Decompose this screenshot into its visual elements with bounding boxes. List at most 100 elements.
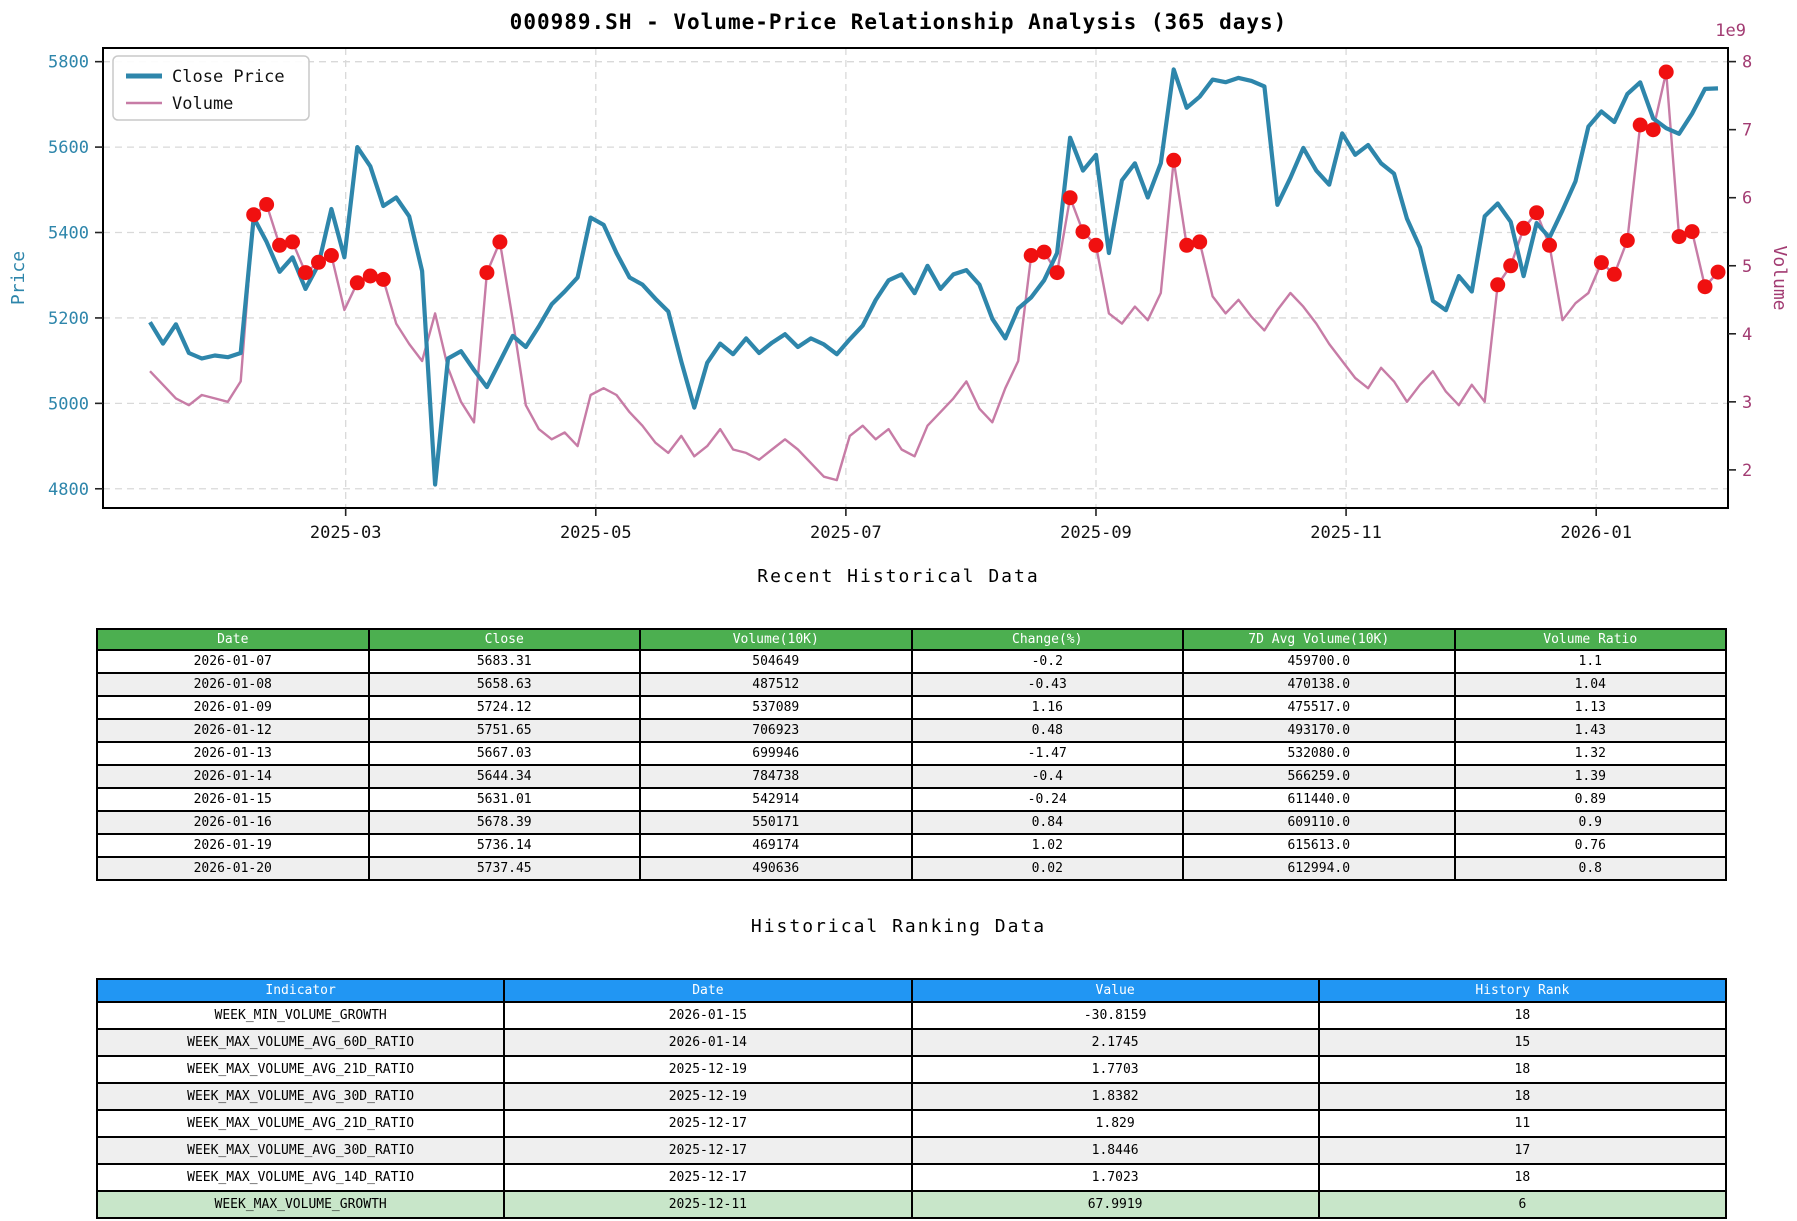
volume-spike-dot — [349, 275, 365, 291]
price-line — [148, 67, 1719, 487]
svg-text:5000: 5000 — [48, 394, 89, 414]
recent-table-body: 2026-01-07 5683.31 504649 -0.2 459700.0 1.1 20… — [96, 649, 1727, 881]
svg-text:7: 7 — [1742, 121, 1752, 141]
svg-text:2026-01: 2026-01 — [1560, 523, 1632, 543]
table-cell: 2026-01-15 — [96, 787, 370, 812]
table-cell: 18 — [1317, 1001, 1728, 1030]
table-cell: 18 — [1317, 1163, 1728, 1192]
volume-spike-dot — [1684, 224, 1700, 240]
svg-text:2025-11: 2025-11 — [1310, 523, 1382, 543]
table-row: WEEK_MAX_VOLUME_AVG_30D_RATIO 2025-12-19 1… — [95, 1082, 1728, 1111]
table-row: WEEK_MAX_VOLUME_AVG_60D_RATIO 2026-01-14 2… — [95, 1028, 1728, 1057]
table-cell: 18 — [1317, 1082, 1728, 1111]
volume-spike-dot — [1606, 266, 1622, 282]
table-row: 2026-01-19 5736.14 469174 1.02 615613.0 0.76 — [96, 833, 1727, 858]
volume-spike-dot — [285, 234, 300, 250]
table-cell: 699946 — [639, 741, 913, 766]
column-header: History Rank — [1317, 978, 1728, 1003]
table-cell: 566259.0 — [1182, 764, 1456, 789]
ranking-data-heading: Historical Ranking Data — [750, 916, 1047, 937]
ranking-table-body: WEEK_MIN_VOLUME_GROWTH 2026-01-15 -30.8159… — [95, 1001, 1728, 1219]
table-cell: 611440.0 — [1182, 787, 1456, 812]
ranking-table-header: Indicator Date Value History Rank — [95, 978, 1728, 1003]
table-cell: WEEK_MIN_VOLUME_GROWTH — [95, 1001, 506, 1030]
table-cell: WEEK_MAX_VOLUME_AVG_14D_RATIO — [95, 1163, 506, 1192]
table-cell: -1.47 — [910, 741, 1184, 766]
table-cell: 537089 — [639, 695, 913, 720]
volume-spike-dot — [1542, 237, 1557, 253]
table-cell: 487512 — [639, 672, 913, 697]
table-cell: 2026-01-19 — [96, 833, 370, 858]
table-cell: 5644.34 — [367, 764, 641, 789]
table-cell: 15 — [1317, 1028, 1728, 1057]
svg-text:3: 3 — [1742, 393, 1752, 413]
table-row: 2026-01-08 5658.63 487512 -0.43 470138.0 1.04 — [96, 672, 1727, 697]
table-cell: -0.43 — [910, 672, 1184, 697]
volume-spike-dot — [1593, 255, 1609, 271]
table-cell: 2025-12-19 — [503, 1055, 913, 1084]
plot-border — [102, 47, 1729, 509]
table-cell: 2026-01-14 — [503, 1028, 913, 1057]
table-cell: 2026-01-07 — [96, 649, 370, 674]
chart-legend: Close Price Volume — [112, 55, 310, 121]
table-cell: 0.84 — [910, 810, 1184, 835]
table-cell: WEEK_MAX_VOLUME_AVG_60D_RATIO — [95, 1028, 506, 1057]
table-cell: 459700.0 — [1182, 649, 1456, 674]
volume-price-chart: 5800 5600 5400 5200 5000 4800 Price 8 7 6 5 4 3 2 1e9 V… — [8, 21, 1790, 543]
table-row: 2026-01-13 5667.03 699946 -1.47 532080.0 1.32 — [96, 741, 1727, 766]
table-cell: 493170.0 — [1182, 718, 1456, 743]
volume-spike-dot — [1658, 64, 1674, 80]
volume-spike-dot — [1710, 264, 1726, 280]
table-cell: 0.48 — [910, 718, 1184, 743]
svg-text:4800: 4800 — [48, 480, 89, 500]
table-cell: 5683.31 — [367, 649, 641, 674]
volume-axis-label: Volume — [1769, 245, 1790, 310]
table-cell: 2026-01-16 — [96, 810, 370, 835]
volume-spike-dot — [479, 265, 495, 281]
column-header: 7D Avg Volume(10K) — [1182, 628, 1456, 651]
volume-spike-dot — [1075, 224, 1091, 240]
table-cell: 469174 — [639, 833, 913, 858]
volume-spike-dot — [1645, 122, 1661, 138]
table-cell: 2025-12-17 — [503, 1163, 913, 1192]
volume-spike-dot — [1088, 237, 1104, 253]
column-header: Volume Ratio — [1453, 628, 1727, 651]
volume-spike-dot — [1619, 233, 1635, 248]
table-cell: 11 — [1317, 1109, 1728, 1138]
table-cell: 1.04 — [1453, 672, 1727, 697]
y-axis-price: 5800 5600 5400 5200 5000 4800 Price — [8, 53, 103, 500]
table-row: 2026-01-16 5678.39 550171 0.84 609110.0 0.9 — [96, 810, 1727, 835]
table-cell: 1.7703 — [910, 1055, 1320, 1084]
table-cell: 490636 — [639, 856, 913, 881]
volume-spike-dot — [298, 265, 313, 281]
volume-spike-dot — [1490, 277, 1506, 293]
table-cell: 504649 — [639, 649, 913, 674]
column-header: Date — [503, 978, 913, 1003]
table-cell: 1.16 — [910, 695, 1184, 720]
table-cell: 1.8382 — [910, 1082, 1320, 1111]
table-cell: 612994.0 — [1182, 856, 1456, 881]
table-cell: 532080.0 — [1182, 741, 1456, 766]
table-cell: 470138.0 — [1182, 672, 1456, 697]
volume-spike-dot — [323, 248, 339, 263]
table-cell: -30.8159 — [910, 1001, 1320, 1030]
table-cell: 706923 — [639, 718, 913, 743]
svg-text:8: 8 — [1742, 53, 1752, 73]
table-cell: 2026-01-09 — [96, 695, 370, 720]
x-axis: 2025-03 2025-05 2025-07 2025-09 2025-11 2026-… — [310, 508, 1632, 543]
volume-spike-dot — [1503, 258, 1519, 274]
volume-spike-dot — [1049, 265, 1065, 281]
recent-historical-table: Date Close Volume(10K) Change(%) 7D Avg Volu… — [96, 628, 1727, 881]
table-header-row: Date Close Volume(10K) Change(%) 7D Avg Volu… — [96, 628, 1727, 651]
svg-text:5400: 5400 — [48, 224, 89, 244]
table-cell: 0.89 — [1453, 787, 1727, 812]
table-cell: 1.829 — [910, 1109, 1320, 1138]
table-cell: 2026-01-08 — [96, 672, 370, 697]
volume-spike-dot — [272, 237, 288, 253]
table-cell: 6 — [1317, 1190, 1728, 1219]
table-cell: 0.02 — [910, 856, 1184, 881]
table-cell: 1.43 — [1453, 718, 1727, 743]
svg-text:5800: 5800 — [48, 53, 89, 73]
volume-spike-dot — [375, 271, 391, 287]
